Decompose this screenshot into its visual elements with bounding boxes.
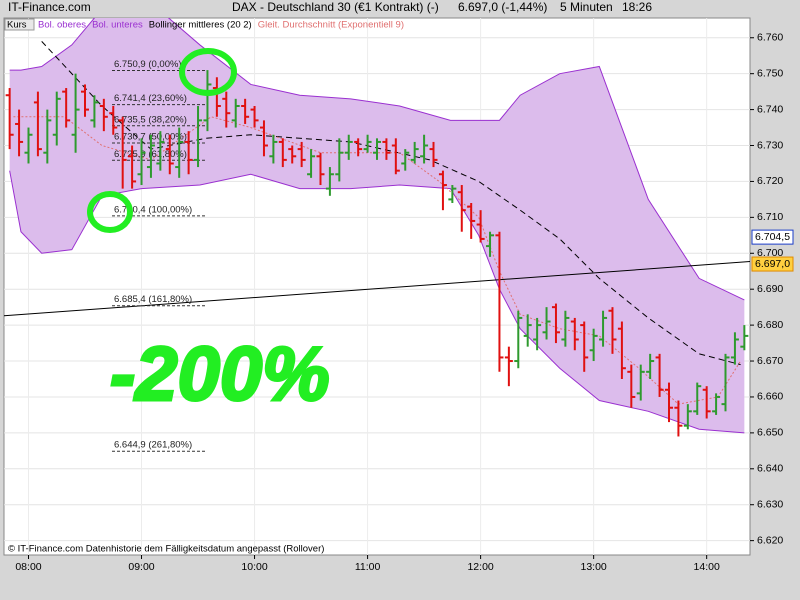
x-tick-label: 10:00 xyxy=(241,561,267,573)
hand-annotation: -200% xyxy=(110,332,330,417)
legend-box xyxy=(4,18,35,31)
plot-layer: 6.750,9 (0,00%) 6.741,4 (23,60%) 6.735,5 (… xyxy=(4,18,750,555)
legend-entry: Gleit. Durchschnitt (Exponentiell 9) xyxy=(258,20,404,31)
legend-entry: Bol. unteres xyxy=(92,20,143,31)
fib-label: 6.710,4 (100,00%) xyxy=(114,204,192,215)
x-tick-label: 08:00 xyxy=(15,561,41,573)
fib-label: 6.741,4 (23,60%) xyxy=(114,93,187,104)
legend-entry: Bol. oberes xyxy=(38,20,86,31)
y-tick-label: 6.710 xyxy=(757,211,783,223)
y-tick-label: 6.680 xyxy=(757,319,783,331)
fib-label: 6.750,9 (0,00%) xyxy=(114,59,182,70)
y-tick-label: 6.760 xyxy=(757,32,783,44)
y-tick-label: 6.640 xyxy=(757,463,783,475)
y-tick-label: 6.750 xyxy=(757,67,783,79)
price-tag xyxy=(751,256,794,272)
time: 18:26 xyxy=(622,0,652,14)
y-tick-label: 6.740 xyxy=(757,103,783,115)
price-tag xyxy=(751,229,794,245)
hand-circle xyxy=(87,191,133,233)
fib-label: 6.735,5 (38,20%) xyxy=(114,114,187,125)
y-tick-label: 6.620 xyxy=(757,534,783,546)
y-tick-label: 6.700 xyxy=(757,247,783,259)
site-name: IT-Finance.com xyxy=(8,0,91,14)
x-tick-label: 13:00 xyxy=(581,561,607,573)
y-tick-label: 6.730 xyxy=(757,139,783,151)
footer: © IT-Finance.com Datenhistorie dem Fälli… xyxy=(8,544,324,555)
legend xyxy=(4,18,35,31)
indicator-line xyxy=(9,170,745,434)
y-tick-label: 6.660 xyxy=(757,391,783,403)
indicator-line xyxy=(13,116,742,405)
y-tick-label: 6.670 xyxy=(757,355,783,367)
y-tick-label: 6.650 xyxy=(757,427,783,439)
x-tick-label: 09:00 xyxy=(128,561,154,573)
x-tick-label: 14:00 xyxy=(694,561,720,573)
x-tick-label: 12:00 xyxy=(467,561,493,573)
price-tag-label: 6.704,5 xyxy=(755,231,790,243)
quote: 6.697,0 (-1,44%) xyxy=(458,0,547,14)
x-tick-label: 11:00 xyxy=(355,561,381,573)
fib-label: 6.685,4 (161,80%) xyxy=(114,294,192,305)
interval: 5 Minuten xyxy=(560,0,613,14)
y-tick-label: 6.630 xyxy=(757,498,783,510)
legend-entry: Bollinger mittleres (20 2) xyxy=(149,20,252,31)
price-tag-label: 6.697,0 xyxy=(755,258,790,270)
fib-label: 6.644,9 (261,80%) xyxy=(114,440,192,451)
trend-line xyxy=(4,261,750,317)
chart-title: DAX - Deutschland 30 (€1 Kontrakt) (-) xyxy=(232,0,439,14)
y-tick-label: 6.720 xyxy=(757,175,783,187)
indicator-line xyxy=(9,18,745,301)
hand-circle xyxy=(179,48,237,96)
y-tick-label: 6.690 xyxy=(757,283,783,295)
legend-entry: Kurs xyxy=(7,20,27,31)
